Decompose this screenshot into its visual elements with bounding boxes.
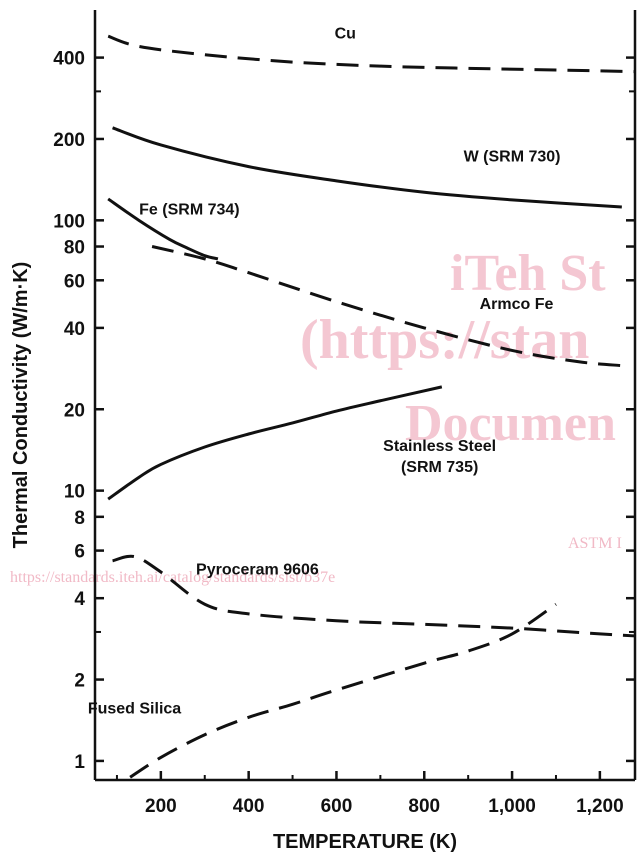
x-tick-label: 1,200 [576,796,624,817]
x-tick-label: 1,000 [488,796,536,817]
watermark-line: (https://stan [300,309,589,371]
x-axis-ticks: 200 400 600 800 1,000 1,200 [115,771,624,817]
x-tick-label: 200 [145,796,177,817]
x-axis-title: TEMPERATURE (K) [273,831,457,853]
y-tick-label: 40 [64,319,85,340]
y-tick-label: 2 [74,671,85,692]
series-label: W (SRM 730) [464,149,561,166]
series-line-fe-srm-734- [107,197,219,261]
series-label: Stainless Steel [383,438,496,455]
x-tick-label: 600 [321,796,353,817]
series-label: Armco Fe [480,296,554,313]
y-tick-label: 200 [53,130,85,151]
y-tick-label: 60 [64,271,85,292]
series-labels: Cu W (SRM 730) Fe (SRM 734) Armco Fe Stainle… [88,26,561,718]
series-line-stainless-steel-srm-735- [107,385,443,501]
series-line-w-srm-730- [112,126,622,209]
y-tick-label: 4 [74,589,85,610]
y-tick-label: 10 [64,482,85,503]
y-tick-label: 400 [53,49,85,70]
watermark-line: iTeh St [450,245,606,302]
y-axis-ticks: 1 2 4 6 8 10 20 40 60 80 100 200 400 [53,49,635,773]
y-tick-label: 6 [74,542,85,563]
series-label: Pyroceram 9606 [196,561,319,578]
y-tick-label: 1 [74,752,85,773]
y-tick-label: 80 [64,238,85,259]
series-line-cu [107,34,636,74]
y-tick-label: 8 [74,508,85,529]
y-axis-title: Thermal Conductivity (W/m·K) [10,262,32,549]
series-line-pyroceram-9606 [112,554,636,638]
x-tick-label: 400 [233,796,265,817]
y-tick-label: 20 [64,400,85,421]
watermark-url: https://standards.iteh.ai/catalog/standa… [10,569,335,586]
y-tick-label: 100 [53,211,85,232]
watermark-line: Documen [405,395,616,452]
series-label: Fused Silica [88,700,181,717]
watermark-link: ASTM I [568,535,622,552]
watermark: iTeh St (https://stan Documen ASTM I https:/… [10,245,622,586]
series-lines [107,34,636,779]
x-tick-label: 800 [408,796,440,817]
series-line-fused-silica [129,602,557,779]
series-line-armco-fe [151,245,622,368]
series-label: (SRM 735) [401,459,478,476]
series-label: Cu [335,26,356,43]
series-label: Fe (SRM 734) [139,202,239,219]
